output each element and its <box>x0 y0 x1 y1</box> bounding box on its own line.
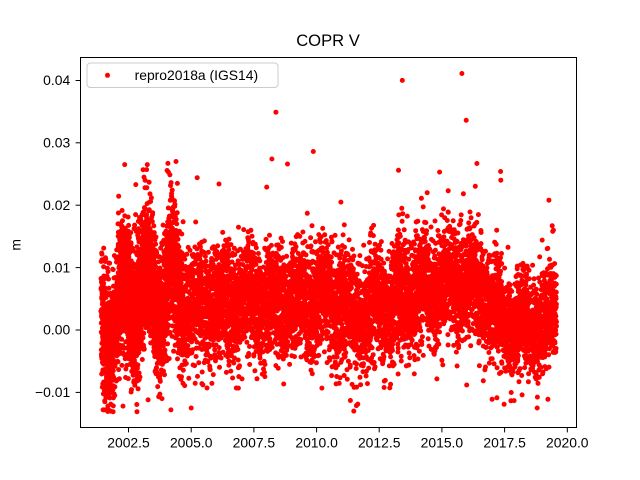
svg-text:2015.0: 2015.0 <box>421 435 464 451</box>
svg-text:2005.0: 2005.0 <box>170 435 213 451</box>
svg-text:0.04: 0.04 <box>43 72 70 88</box>
svg-text:2020.0: 2020.0 <box>546 435 589 451</box>
svg-text:0.00: 0.00 <box>43 322 70 338</box>
svg-text:2010.0: 2010.0 <box>295 435 338 451</box>
svg-text:m: m <box>8 239 24 251</box>
svg-text:2002.5: 2002.5 <box>107 435 150 451</box>
svg-text:2007.5: 2007.5 <box>233 435 276 451</box>
svg-text:repro2018a (IGS14): repro2018a (IGS14) <box>135 67 259 83</box>
svg-text:0.01: 0.01 <box>43 259 70 275</box>
svg-text:COPR V: COPR V <box>296 31 360 50</box>
svg-text:−0.01: −0.01 <box>35 384 70 400</box>
svg-text:0.02: 0.02 <box>43 197 70 213</box>
svg-text:2017.5: 2017.5 <box>483 435 526 451</box>
svg-text:0.03: 0.03 <box>43 135 70 151</box>
svg-text:2012.5: 2012.5 <box>358 435 401 451</box>
